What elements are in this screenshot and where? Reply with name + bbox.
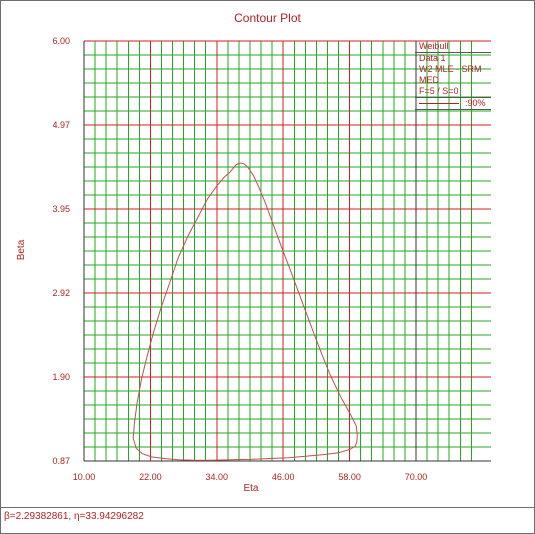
- x-tick-label: 46.00: [272, 472, 295, 482]
- x-tick-label: 70.00: [405, 472, 428, 482]
- y-tick-label: 2.92: [52, 288, 70, 298]
- contour-90-line: [132, 162, 358, 461]
- footer-divider: [0, 507, 535, 508]
- parameter-footer: β=2.29382861, η=33.94296282: [4, 511, 144, 522]
- legend-dist: Weibull: [415, 41, 491, 53]
- plot-axes: [83, 41, 491, 462]
- x-axis-label: Eta: [243, 483, 258, 494]
- contour-layer: [132, 162, 358, 461]
- x-tick-label: 22.00: [139, 472, 162, 482]
- y-axis-label: Beta: [16, 239, 27, 260]
- legend-series: :90%: [415, 98, 491, 110]
- x-tick-label: 58.00: [338, 472, 361, 482]
- chart-title: Contour Plot: [234, 11, 301, 25]
- y-tick-label: 6.00: [52, 36, 70, 46]
- y-tick-label: 1.90: [52, 372, 70, 382]
- legend: Weibull Data 1 W2 MLE - SRM MED F=5 / S=…: [415, 41, 491, 110]
- legend-series-label: :90%: [465, 98, 486, 108]
- legend-swatch: [419, 103, 459, 104]
- y-tick-label: 0.87: [52, 456, 70, 466]
- legend-data: Data 1: [419, 53, 446, 63]
- tick-labels: 10.00 22.00 34.00 46.00 58.00 70.00 0.87 1.90 2.…: [52, 36, 427, 482]
- x-tick-label: 10.00: [73, 472, 96, 482]
- legend-counts: F=5 / S=0: [415, 86, 491, 98]
- y-tick-label: 4.97: [52, 120, 70, 130]
- legend-method: W2 MLE - SRM MED: [419, 64, 482, 85]
- x-tick-label: 34.00: [206, 472, 229, 482]
- y-tick-label: 3.95: [52, 204, 70, 214]
- minor-grid: [84, 41, 491, 461]
